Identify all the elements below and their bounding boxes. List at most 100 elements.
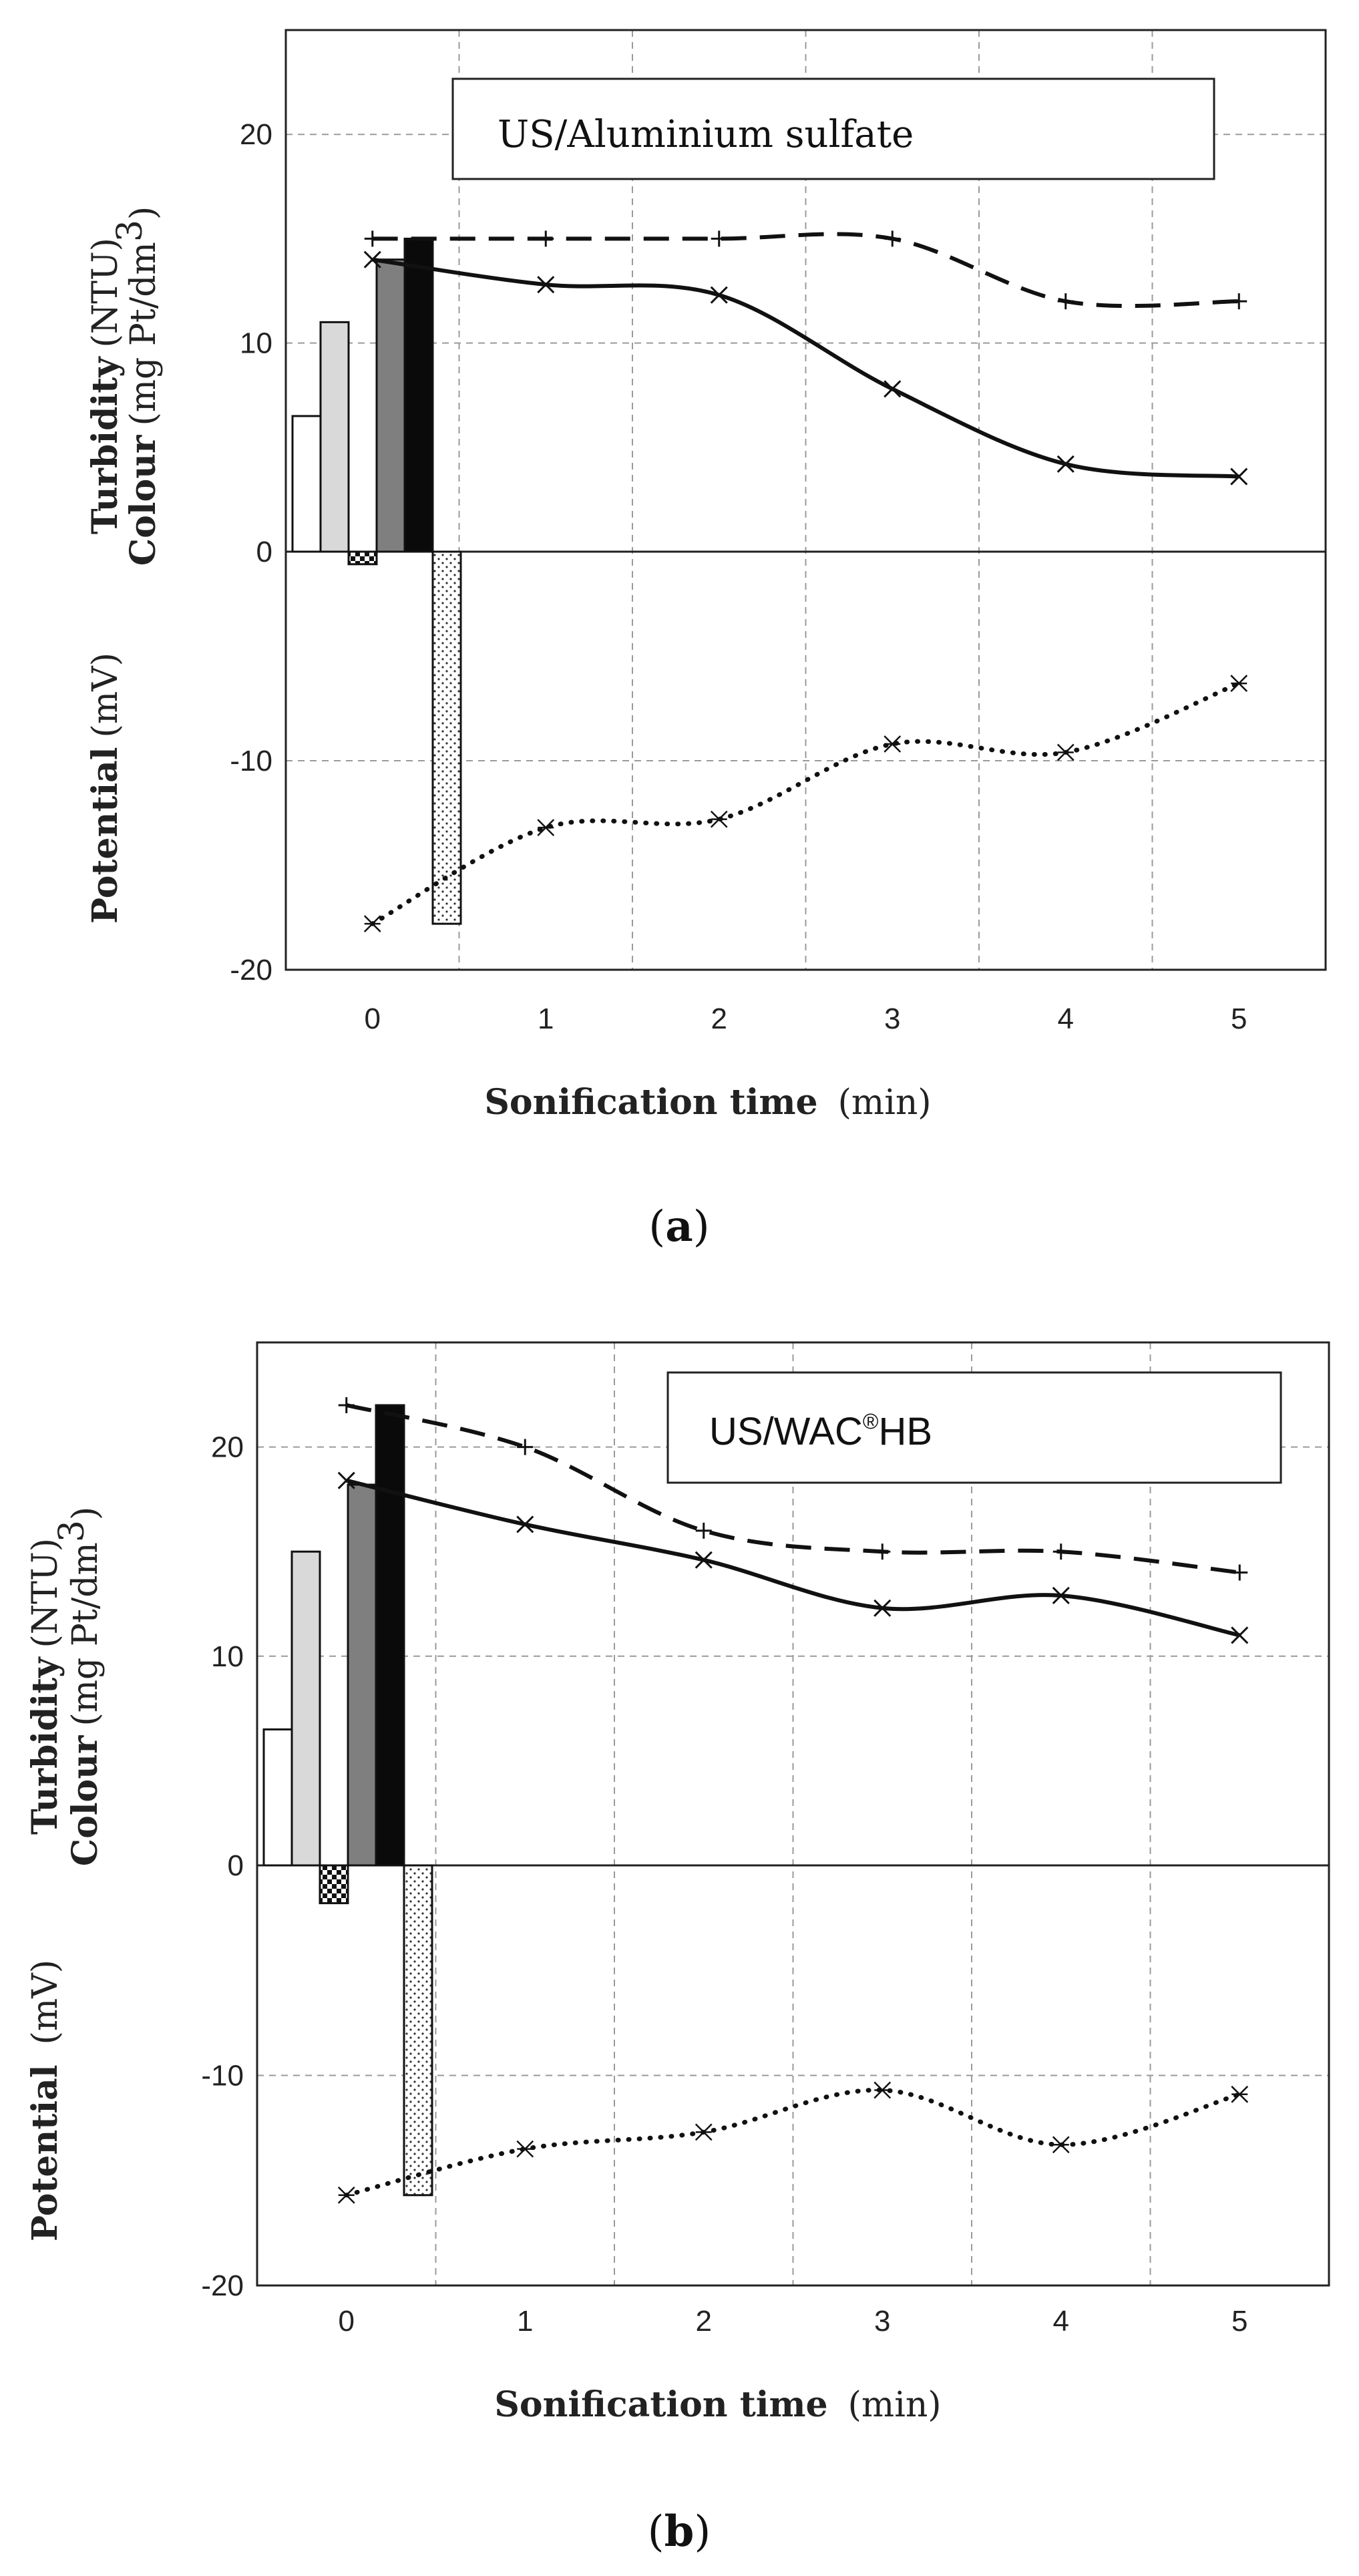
svg-text:Colour(mg Pt/dm3): Colour (mg Pt/dm3) [52, 1507, 106, 1867]
panel-a-bar-raw-water-colour [319, 321, 350, 553]
panel-b-initial-bars [262, 1404, 433, 2197]
panel-b-marker-turbidity-4 [1052, 1586, 1070, 1605]
panel-b-legend-box [666, 1371, 1282, 1484]
panel-a-xtick-label: 0 [365, 1002, 381, 1035]
panel-b-bar-raw-water-colour [290, 1550, 321, 1867]
panel-a-marker-colour-1 [538, 230, 554, 247]
panel-b-xtick-label: 5 [1231, 2305, 1247, 2338]
panel-a-bar-coagulation-colour [403, 237, 434, 553]
panel-a-xtick-label: 4 [1058, 1002, 1074, 1035]
panel-b-marker-colour-5 [1231, 1564, 1248, 1581]
panel-b-plot-frame [256, 1341, 1330, 2287]
panel-b-line-colour [346, 1403, 1240, 1575]
panel-a-ytick-upper: 0 [256, 536, 272, 568]
panel-b-marker-turbidity-2 [695, 1551, 713, 1569]
panel-b-marker-colour-4 [1052, 1543, 1069, 1560]
panel-b-potential-label: Potential [25, 2064, 65, 2241]
panel-a-marker-potential-0 [363, 915, 381, 933]
panel-a-colour-unit-sup: 3 [110, 220, 150, 242]
panel-b-marker-potential-4 [1052, 2136, 1070, 2154]
panel-a-plot-frame [284, 29, 1327, 971]
panel-a-potential-unit: (mV) [85, 653, 126, 737]
panel-a-xlabel: Sonification time (min) [484, 1082, 931, 1123]
svg-text:Turbidity(NTU): Turbidity (NTU) [25, 1538, 65, 1835]
panel-b-ytick-upper: 10 [211, 1640, 244, 1673]
panel-a-marker-potential-3 [884, 735, 902, 753]
panel-a-ytick-lower: -20 [230, 954, 272, 986]
panel-a-initial-bars [291, 237, 462, 925]
panel-b-marker-turbidity-3 [873, 1599, 892, 1617]
panel-b-upper-ylabel: Turbidity (NTU) [25, 1538, 65, 1835]
panel-a-marker-potential-1 [537, 819, 555, 837]
panel-a-turbidity-unit: (NTU) [85, 238, 126, 348]
panel-b-legend-tail: HB [878, 1410, 932, 1453]
panel-a-lower-ylabel: Potential (mV) [85, 653, 126, 924]
panel-b-xlabel-unit: (min) [848, 2385, 942, 2425]
panel-a-caption-letter: a [665, 1202, 693, 1252]
panel-a-marker-potential-5 [1230, 675, 1248, 693]
panel-a-marker-turbidity-4 [1056, 455, 1075, 473]
panel-b-chart: 0 1 2 3 4 5 20 10 0 -10 -20 US/WAC®HB Turbidity (NT… [25, 1341, 1330, 2557]
panel-b-xtick-label: 0 [339, 2305, 355, 2338]
panel-a-potential-label: Potential [85, 747, 126, 924]
panel-a-marker-potential-2 [710, 810, 728, 828]
panel-b-potential-unit: (mV) [25, 1960, 65, 2044]
panel-a-marker-turbidity-2 [710, 286, 728, 304]
panel-a-legend-title: US/Aluminium sulfate [498, 113, 914, 156]
panel-a-marker-turbidity-1 [537, 276, 555, 294]
panel-a-marker-potential-4 [1056, 743, 1075, 761]
panel-b-upper-ylabel-colour: Colour (mg Pt/dm3) [52, 1507, 106, 1867]
panel-b-marker-colour-3 [874, 1543, 891, 1560]
panel-a-turbidity-label: Turbidity [85, 356, 126, 534]
panel-a-ytick-lower: -10 [230, 745, 272, 777]
panel-b-bar-coagulation-colour [375, 1404, 405, 1867]
panel-b-xlabel: Sonification time (min) [494, 2384, 941, 2425]
panel-b-colour-label: Colour [65, 1735, 106, 1866]
panel-a-marker-turbidity-0 [363, 250, 381, 268]
panel-a-xtick-label: 3 [884, 1002, 900, 1035]
panel-b-xtick-label: 3 [874, 2305, 890, 2338]
panel-b-turbidity-label: Turbidity [25, 1656, 65, 1835]
panel-b-marker-potential-3 [873, 2081, 892, 2099]
panel-a-bar-coagulation-potential [431, 550, 462, 925]
panel-b-legend-title: US/WAC®HB [709, 1409, 932, 1453]
panel-b-marker-turbidity-0 [337, 1471, 355, 1489]
panel-b-legend-sup: ® [863, 1409, 879, 1433]
panel-b-lower-ylabel: Potential (mV) [25, 1960, 65, 2241]
panel-b-colour-unit: (mg Pt/dm [65, 1542, 106, 1726]
panel-a-legend-box [451, 77, 1215, 180]
panel-a-ytick-upper: 10 [240, 327, 272, 360]
panel-b-marker-turbidity-5 [1231, 1626, 1249, 1644]
panel-a-marker-colour-3 [884, 230, 901, 247]
svg-text:Potential(mV): Potential (mV) [85, 653, 126, 924]
panel-a-colour-label: Colour [123, 435, 164, 566]
panel-a-line-turbidity [372, 257, 1239, 479]
panel-a-colour-unit: (mg Pt/dm [124, 242, 164, 425]
panel-a-xtick-label: 2 [711, 1002, 727, 1035]
panel-a-ytick-upper: 20 [240, 118, 272, 151]
panel-a-bar-raw-water-potential [347, 550, 378, 566]
panel-b-bar-raw-water-turbidity [262, 1728, 293, 1867]
panel-b-marker-potential-2 [695, 2123, 713, 2141]
panel-a-caption: (a) [648, 1202, 709, 1252]
panel-a-marker-turbidity-5 [1230, 468, 1248, 486]
panel-a-colour-unit-close: ) [124, 206, 164, 220]
panel-a-line-colour [372, 232, 1239, 309]
svg-text:Turbidity(NTU): Turbidity (NTU) [85, 238, 126, 534]
panel-b-marker-colour-1 [517, 1439, 534, 1455]
svg-text:Potential(mV): Potential (mV) [25, 1960, 65, 2241]
panel-a-bar-raw-water-turbidity [291, 415, 322, 553]
panel-a-chart: 0 1 2 3 4 5 20 10 0 -10 -20 US/Aluminium sulfate T… [85, 29, 1327, 1252]
panel-a-xtick-label: 1 [538, 1002, 554, 1035]
panel-a-marker-colour-0 [364, 230, 381, 247]
panel-b-marker-potential-5 [1231, 2085, 1249, 2103]
panel-b-bar-coagulation-potential [403, 1864, 433, 2197]
panel-b-bar-coagulation-turbidity [347, 1483, 377, 1867]
panel-b-colour-unit-close: ) [65, 1507, 106, 1520]
panel-a-bar-coagulation-turbidity [375, 258, 406, 553]
panel-b-ytick-lower: -10 [201, 2060, 244, 2092]
panel-a-marker-turbidity-3 [884, 380, 902, 398]
panel-b-marker-colour-2 [695, 1522, 712, 1539]
panel-b-line-turbidity [346, 1478, 1240, 1638]
